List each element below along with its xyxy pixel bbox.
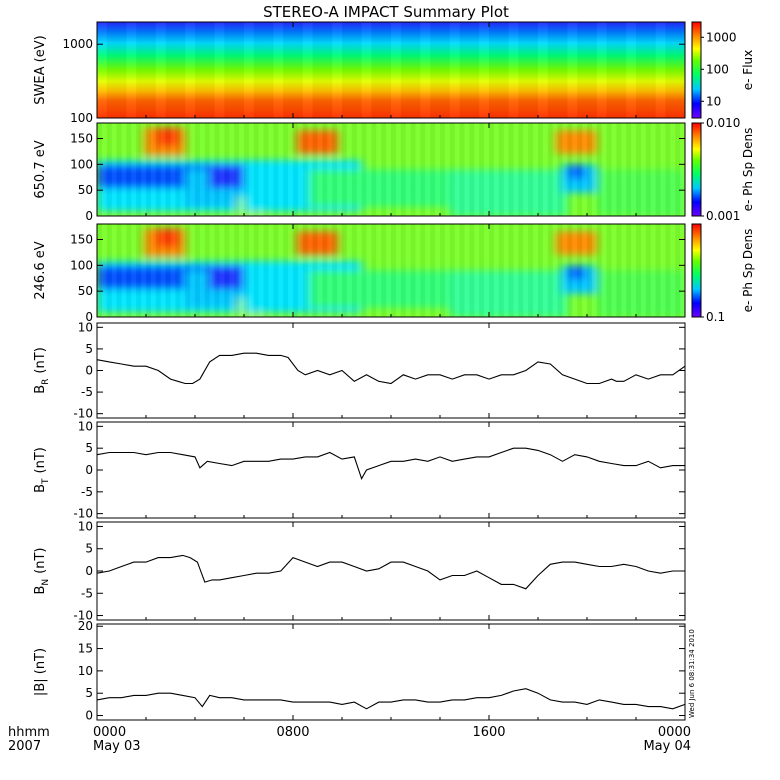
bt-frame [96, 421, 686, 519]
pad_246-image [97, 224, 685, 317]
pad_650-y-label: 650.7 eV [33, 140, 48, 198]
swea-y-tick-label: 1000 [62, 37, 93, 51]
br-y-tick-label: -5 [81, 385, 93, 399]
pad_650-image [97, 123, 685, 216]
bn-series-line [96, 554, 685, 590]
pad_650-y-tick-label: 150 [70, 132, 93, 146]
swea-colorbar-tick: 100 [706, 62, 729, 76]
swea-colorbar-label: e- Flux [741, 50, 755, 90]
pad_246-y-tick-label: 150 [70, 233, 93, 247]
swea-colorbar-tick: 1000 [706, 30, 737, 44]
time-axis-label-hhmm: hhmm [8, 725, 50, 740]
time-axis-label-year: 2007 [8, 739, 41, 754]
br-y-tick-label: 10 [78, 320, 93, 334]
bn-y-label: BN (nT) [33, 548, 51, 595]
time-tick-hhmm: 0800 [276, 725, 309, 740]
bn-y-tick-label: -5 [81, 586, 93, 600]
bt-panel: 10 5 0 -5 -10 BT (nT) [33, 419, 686, 521]
pad_246-colorbar: 0.1 e- Ph Sp Dens [691, 223, 755, 324]
br-y-tick-label: -10 [73, 407, 93, 421]
pad_650-y-tick-label: 50 [78, 183, 93, 197]
time-tick-hhmm: 1600 [472, 725, 505, 740]
time-tick-date: May 03 [93, 739, 141, 754]
bt-y-label: BT (nT) [33, 447, 51, 493]
br-series-line [96, 352, 686, 385]
bn-y-tick-label: -10 [73, 609, 93, 623]
bmag-frame [96, 623, 686, 721]
bt-y-tick-label: -10 [73, 507, 93, 521]
pad_246-y-tick-label: 0 [85, 310, 93, 324]
bt-series-line [96, 447, 685, 481]
bn-panel: 10 5 0 -5 -10 BN (nT) [33, 519, 686, 623]
bmag-y-tick-label: 5 [85, 686, 93, 700]
y-label-main: B [33, 385, 48, 394]
plot-title: STEREO-A IMPACT Summary Plot [263, 3, 509, 21]
bmag-y-label: |B| (nT) [33, 648, 48, 696]
pad_246-y-tick-label: 100 [70, 258, 93, 272]
br-frame [96, 322, 686, 419]
bmag-y-tick-label: 0 [85, 709, 93, 723]
swea-colorbar: 1000 100 10 e- Flux [691, 21, 755, 119]
swea-y-tick-label: 100 [70, 111, 93, 125]
time-tick-hhmm: 0000 [658, 725, 691, 740]
bt-y-tick-label: 0 [85, 463, 93, 477]
time-tick-date: May 04 [643, 739, 691, 754]
swea-colorbar-tick: 10 [706, 94, 721, 108]
bt-y-tick-label: 10 [78, 419, 93, 433]
bn-y-tick-label: 10 [78, 519, 93, 533]
y-label-main: B [33, 484, 48, 493]
swea-y-label: SWEA (eV) [33, 35, 48, 104]
pad_650-y-tick-label: 0 [85, 209, 93, 223]
y-label-subscript: N [41, 579, 51, 586]
y-label-subscript: R [41, 379, 51, 385]
y-label-subscript: T [41, 478, 51, 485]
pad_650-y-tick-label: 100 [70, 157, 93, 171]
bmag-series-line [96, 688, 686, 710]
br-y-label: BR (nT) [33, 347, 51, 394]
pad_650-colorbar-tick: 0.001 [706, 209, 740, 223]
bmag-y-tick-label: 20 [78, 619, 93, 633]
bn-y-tick-label: 0 [85, 564, 93, 578]
pad_650-colorbar-tick: 0.010 [706, 116, 740, 130]
pad_246-colorbar-tick: 0.1 [706, 310, 725, 324]
swea-image [97, 22, 685, 118]
side-stamp: Wed Jun 6 08:31:34 2010 [688, 629, 696, 718]
y-label-main: B [33, 586, 48, 595]
pad_246-colorbar-label: e- Ph Sp Dens [741, 229, 755, 313]
swea-panel: 1000 100 10 e- Flux 1000 100 SWEA (eV) [33, 21, 755, 125]
y-label-unit: (nT) [33, 548, 48, 574]
bt-y-tick-label: 5 [85, 441, 93, 455]
y-label-unit: (nT) [33, 347, 48, 373]
bmag-y-tick-label: 15 [78, 642, 93, 656]
bmag-panel: 20 15 10 5 0 |B| (nT) [33, 619, 686, 723]
pad_650-colorbar-label: e- Ph Sp Dens [741, 128, 755, 212]
time-tick-hhmm: 0000 [93, 725, 126, 740]
bn-frame [96, 521, 686, 621]
bt-y-tick-label: -5 [81, 485, 93, 499]
pad_246-y-tick-label: 50 [78, 284, 93, 298]
br-panel: 10 5 0 -5 -10 BR (nT) [33, 320, 686, 421]
y-label-unit: (nT) [33, 447, 48, 473]
br-y-tick-label: 5 [85, 342, 93, 356]
br-y-tick-label: 0 [85, 364, 93, 378]
pad_246-y-label: 246.6 eV [33, 241, 48, 299]
pad_246-panel: 0.1 e- Ph Sp Dens 0 50 100 150 246.6 eV [33, 223, 755, 324]
bmag-y-tick-label: 10 [78, 664, 93, 678]
bn-y-tick-label: 5 [85, 542, 93, 556]
